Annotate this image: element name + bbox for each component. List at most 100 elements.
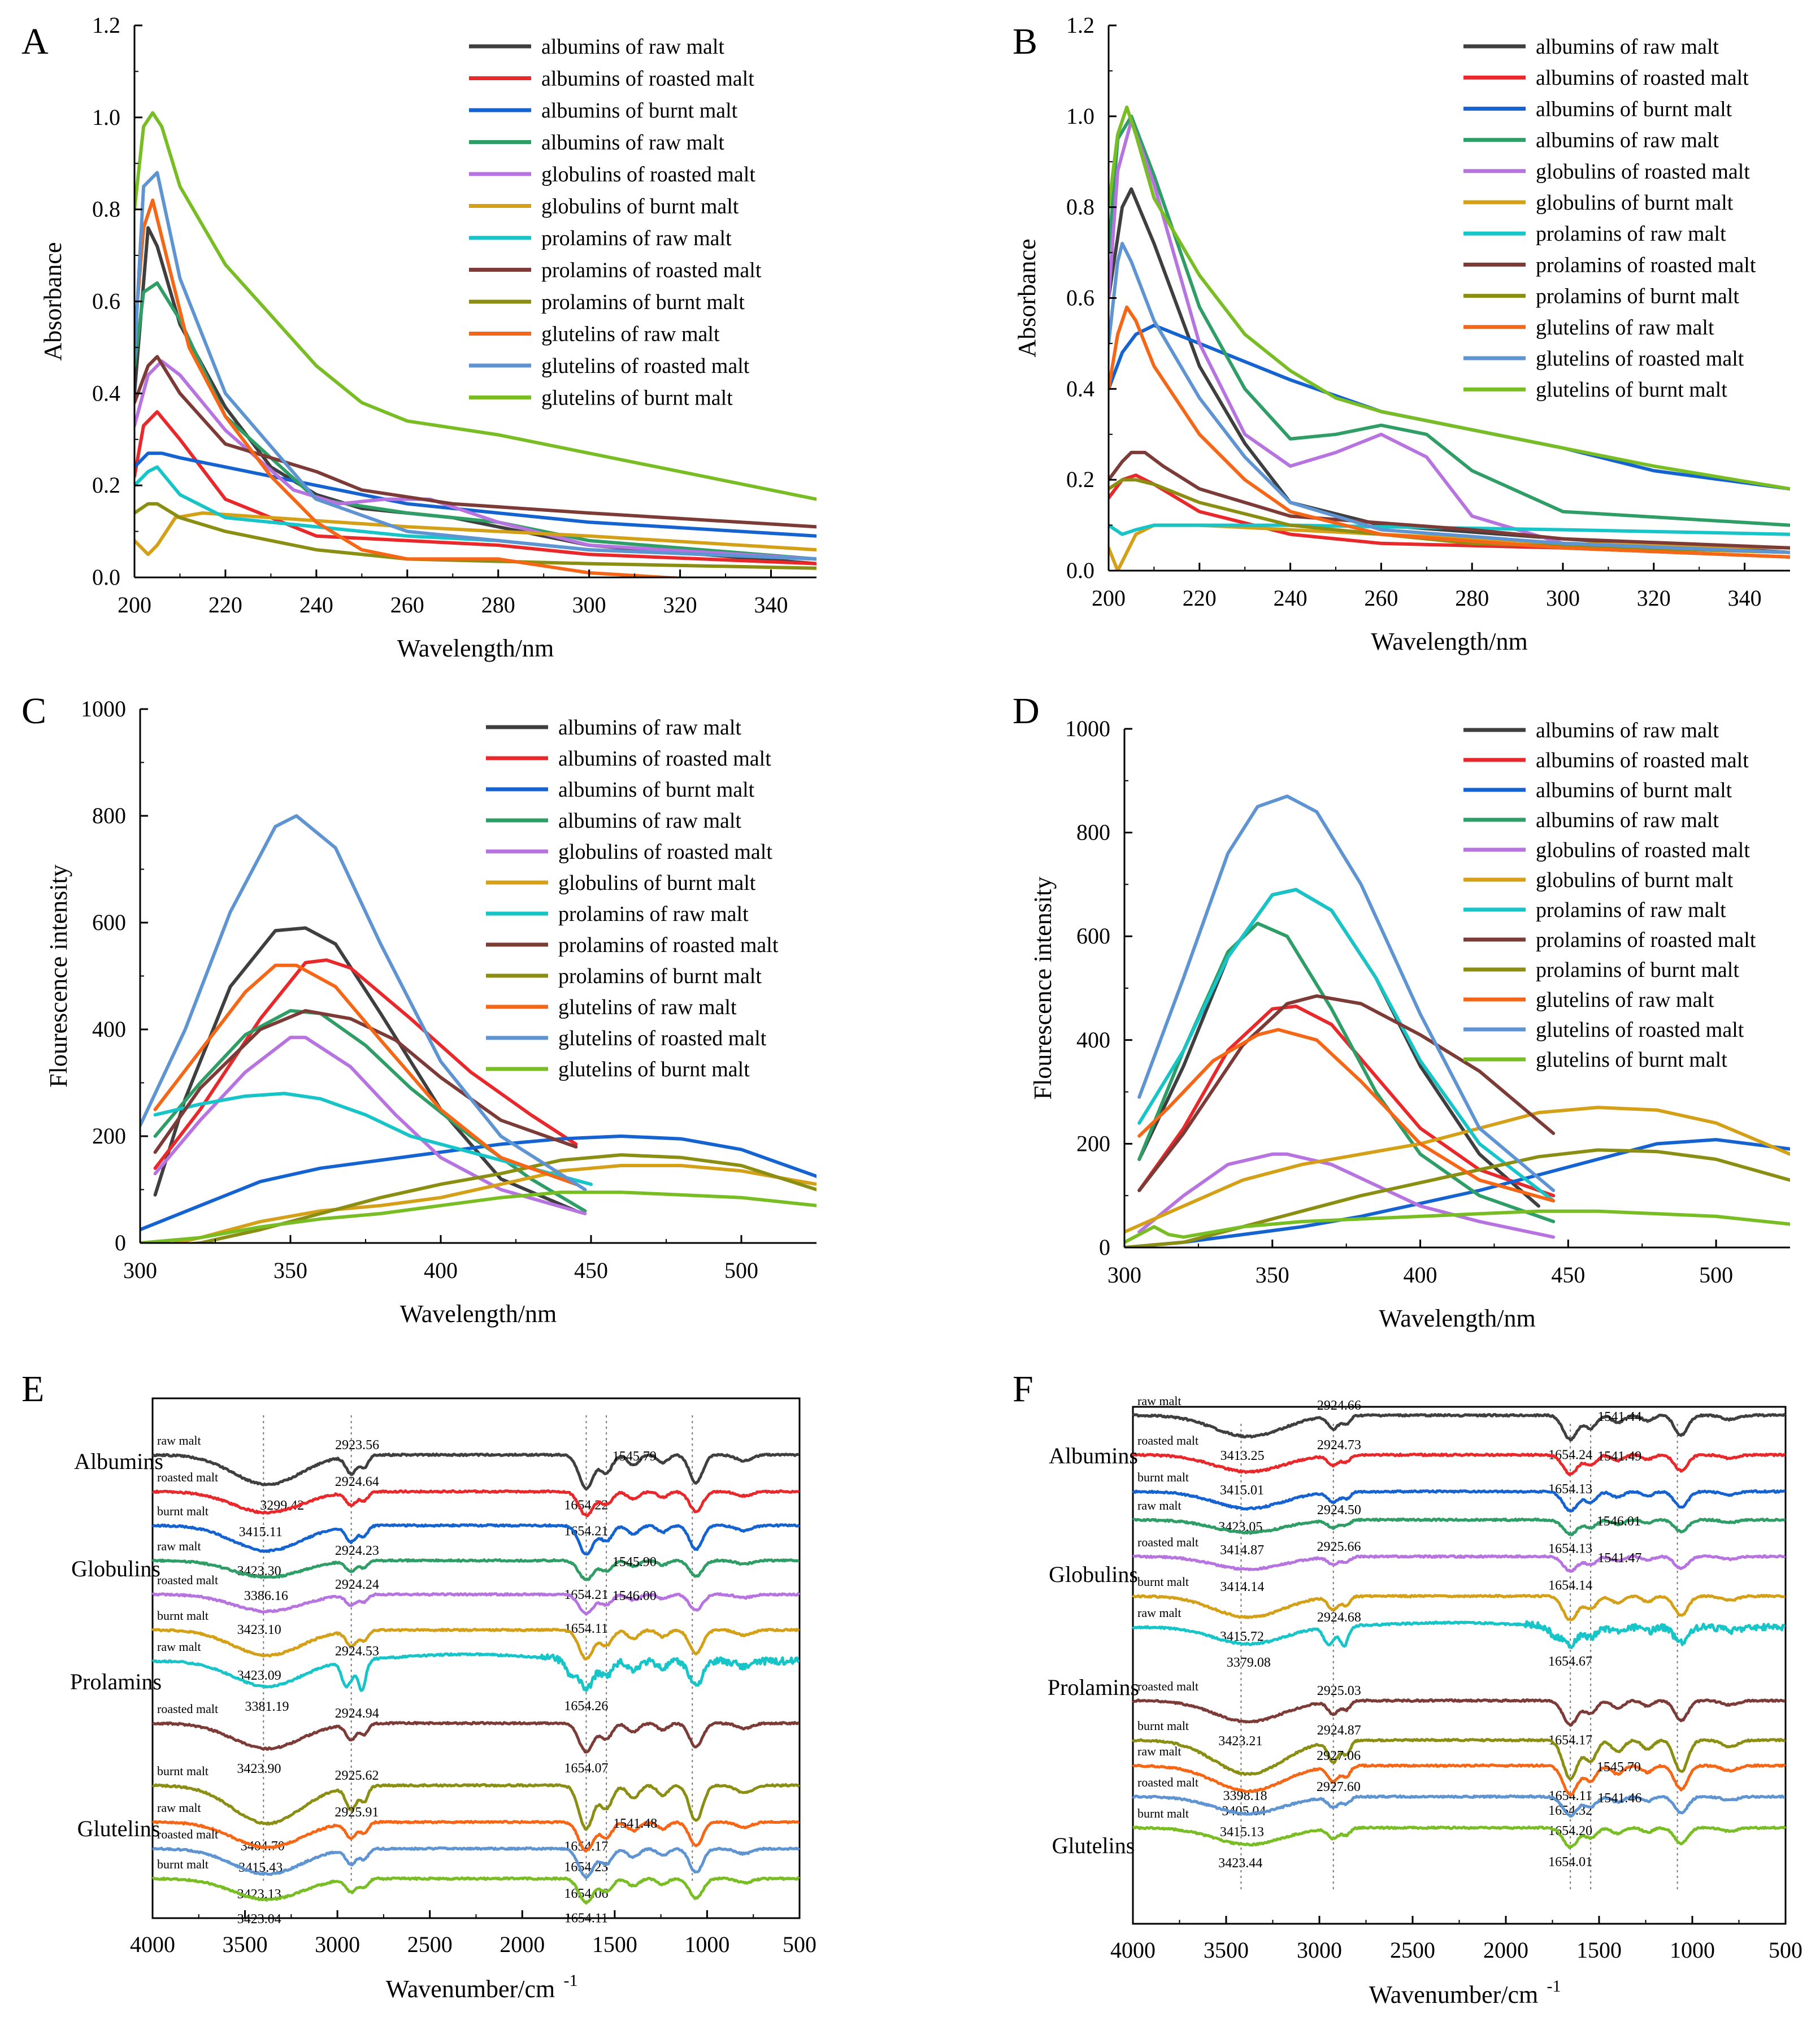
- peak-label-F: 3415.01: [1220, 1483, 1264, 1498]
- series-line-C-10: [153, 963, 578, 1186]
- y-tick-label-A: 0.0: [92, 564, 120, 590]
- legend-label-B: prolamins of raw malt: [1536, 222, 1726, 246]
- series-group-C: [140, 814, 816, 1243]
- legend-label-A: albumins of raw malt: [541, 35, 724, 59]
- spectrum-E-12: [151, 1876, 800, 1905]
- legend-label-B: globulins of burnt malt: [1536, 191, 1734, 215]
- panel-letter-F: F: [1013, 1368, 1033, 1410]
- x-tick-label-F: 3000: [1297, 1937, 1342, 1963]
- peak-label-E: 2924.94: [335, 1706, 379, 1721]
- x-tick-label-E: 500: [783, 1932, 816, 1957]
- y-tick-label-C: 800: [92, 803, 126, 828]
- legend-label-B: albumins of roasted malt: [1536, 66, 1749, 90]
- peak-label-F: 2924.68: [1317, 1610, 1361, 1625]
- series-line-C-11: [140, 814, 587, 1192]
- peak-label-E: 1654.21: [564, 1524, 608, 1539]
- sample-label-F: roasted malt: [1137, 1775, 1198, 1789]
- chart-B: 200 220 240 260 280 300 320 340 0.0 0.2 0.4 0.6 0.8 1…: [1013, 12, 1790, 655]
- series-line-A-1: [134, 226, 816, 566]
- series-line-C-7: [153, 1092, 593, 1186]
- x-tick-label-C: 400: [424, 1258, 458, 1283]
- group-label-F: Globulins: [1049, 1562, 1138, 1587]
- legend-label-C: albumins of raw malt: [558, 716, 741, 740]
- spectrum-E-8: [152, 1721, 800, 1754]
- x-axis-label-D: Wavelength/nm: [1379, 1305, 1536, 1332]
- spectrum-F-6: [1132, 1594, 1786, 1622]
- legend-B: albumins of raw malt albumins of roasted …: [1463, 35, 1756, 402]
- x-tick-label-C: 500: [724, 1258, 758, 1283]
- y-axis-label-B: Absorbance: [1013, 238, 1041, 357]
- legend-label-C: albumins of roasted malt: [558, 747, 771, 771]
- legend-label-D: glutelins of roasted malt: [1536, 1018, 1744, 1042]
- series-line-B-7: [1109, 523, 1790, 536]
- x-tick-label-E: 3000: [315, 1932, 360, 1957]
- legend-label-B: glutelins of roasted malt: [1536, 347, 1744, 371]
- sample-label-F: burnt malt: [1137, 1575, 1189, 1589]
- x-tick-label-E: 2500: [407, 1932, 453, 1957]
- spectrum-E-2: [151, 1489, 800, 1518]
- x-tick-label-A: 200: [118, 592, 151, 618]
- peak-label-E: 2924.64: [335, 1475, 379, 1489]
- x-tick-label-E: 1000: [684, 1932, 729, 1957]
- legend-label-D: albumins of raw malt: [1536, 719, 1719, 742]
- y-tick-label-D: 1000: [1065, 716, 1110, 741]
- spectrum-F-5: [1132, 1554, 1786, 1573]
- x-tick-label-F: 3500: [1204, 1937, 1249, 1963]
- peak-label-F: 1541.47: [1597, 1551, 1641, 1566]
- series-line-D-6: [1124, 1106, 1790, 1234]
- x-tick-label-D: 350: [1256, 1262, 1289, 1288]
- series-line-A-12: [134, 111, 816, 501]
- legend-label-D: prolamins of raw malt: [1536, 898, 1726, 922]
- legend-label-C: globulins of roasted malt: [558, 840, 772, 864]
- spectrum-E-6: [151, 1628, 800, 1660]
- legend-label-C: prolamins of raw malt: [558, 902, 749, 926]
- sample-label-F: burnt malt: [1137, 1470, 1189, 1484]
- x-tick-label-F: 500: [1769, 1937, 1802, 1963]
- series-line-D-3: [1124, 1138, 1790, 1247]
- series-line-B-8: [1109, 450, 1790, 550]
- series-group-D: [1124, 794, 1790, 1247]
- x-tick-label-E: 2000: [499, 1932, 545, 1957]
- legend-label-C: glutelins of raw malt: [558, 996, 737, 1019]
- x-tick-label-F: 4000: [1110, 1937, 1156, 1963]
- x-axis-label-superscript-F: -1: [1547, 1977, 1561, 1996]
- legend-label-A: glutelins of roasted malt: [541, 354, 750, 378]
- series-line-A-6: [134, 511, 816, 557]
- sample-label-F: raw malt: [1137, 1498, 1182, 1512]
- peak-label-F: 1546.01: [1597, 1514, 1641, 1529]
- spectrum-E-10: [152, 1820, 800, 1853]
- x-axis-label-A: Wavelength/nm: [397, 634, 554, 662]
- peak-label-E: 3381.19: [245, 1699, 289, 1714]
- series-line-B-1: [1109, 187, 1790, 554]
- spectrum-E-4: [151, 1558, 800, 1581]
- peak-label-F: 3415.13: [1220, 1825, 1264, 1840]
- legend-label-A: prolamins of burnt malt: [541, 290, 745, 314]
- x-tick-label-B: 240: [1274, 585, 1308, 611]
- x-tick-label-D: 400: [1404, 1262, 1437, 1288]
- y-tick-label-A: 0.8: [92, 197, 120, 222]
- x-tick-label-B: 300: [1546, 585, 1580, 611]
- x-tick-label-A: 240: [299, 592, 333, 618]
- sample-label-E: roasted malt: [157, 1827, 218, 1841]
- peak-label-F: 1654.24: [1548, 1448, 1592, 1463]
- peak-label-E: 3423.10: [237, 1623, 281, 1637]
- legend-label-B: albumins of raw malt: [1536, 129, 1719, 153]
- chart-D: 300 350 400 450 500 0 200 400 600 800 1000 Waveleng…: [1029, 716, 1790, 1332]
- panel-letter-A: A: [21, 21, 49, 62]
- panel-letter-B: B: [1013, 21, 1037, 62]
- series-group-B: [1109, 105, 1790, 571]
- legend-label-B: glutelins of burnt malt: [1536, 378, 1727, 402]
- peak-label-F: 2925.66: [1317, 1540, 1361, 1554]
- y-tick-label-D: 0: [1099, 1234, 1110, 1260]
- legend-label-C: glutelins of roasted malt: [558, 1027, 767, 1050]
- peak-label-E: 1545.79: [613, 1449, 657, 1464]
- sample-label-F: raw malt: [1137, 1744, 1182, 1758]
- legend-label-D: albumins of burnt malt: [1536, 779, 1732, 802]
- y-tick-label-B: 1.0: [1066, 103, 1094, 129]
- x-tick-label-B: 340: [1728, 585, 1762, 611]
- sample-label-E: raw malt: [157, 1433, 201, 1447]
- y-tick-label-C: 200: [92, 1123, 126, 1149]
- legend-label-D: globulins of roasted malt: [1536, 838, 1750, 862]
- series-line-D-10: [1137, 1028, 1556, 1203]
- legend-label-C: albumins of burnt malt: [558, 778, 755, 802]
